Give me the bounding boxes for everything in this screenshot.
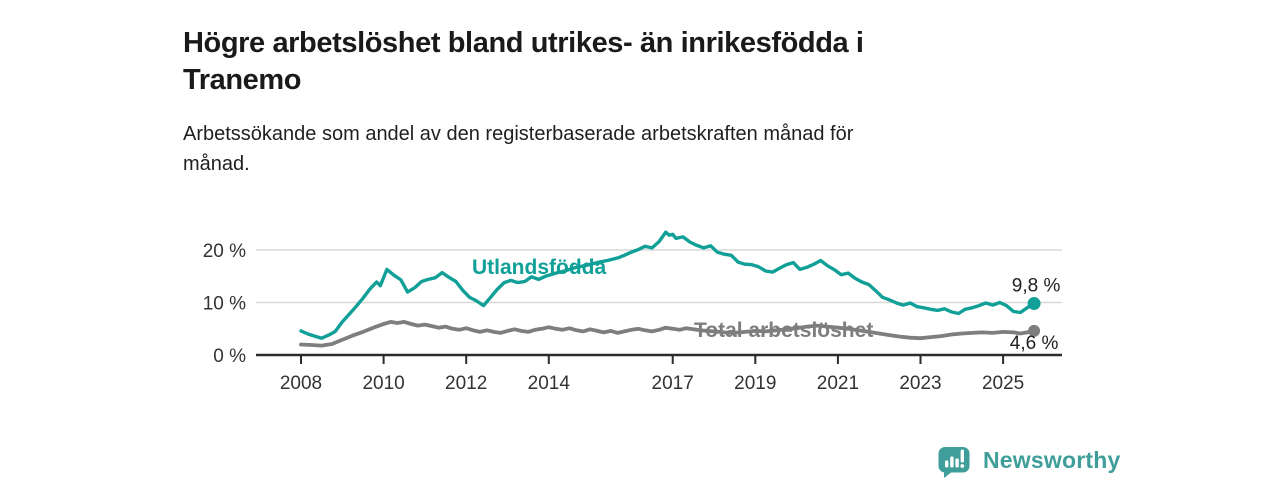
x-tick-label: 2023: [899, 373, 941, 394]
x-tick-label: 2014: [528, 373, 571, 394]
newsworthy-wordmark: Newsworthy: [983, 446, 1121, 473]
page-title: Högre arbetslöshet bland utrikes- än inr…: [183, 25, 1083, 99]
y-tick-label: 0 %: [213, 346, 246, 367]
subtitle-line-1: Arbetssökande som andel av den registerb…: [183, 123, 854, 145]
series-label-total: Total arbetslöshet: [694, 319, 873, 342]
x-tick-label: 2025: [982, 373, 1024, 394]
end-dot-utlandsfodda: [1027, 297, 1041, 311]
x-tick-label: 2017: [652, 373, 694, 394]
title-line-2: Tranemo: [183, 64, 302, 97]
x-tick-label: 2010: [362, 373, 404, 394]
speech-bubble-icon: [938, 447, 970, 478]
title-line-1: Högre arbetslöshet bland utrikes- än inr…: [183, 27, 864, 60]
x-tick-label: 2021: [817, 373, 859, 394]
y-tick-label: 20 %: [203, 241, 246, 262]
end-value-label-total: 4,6 %: [1010, 333, 1059, 354]
subtitle-line-2: månad.: [183, 153, 250, 175]
series-label-utlandsfodda: Utlandsfödda: [472, 256, 606, 279]
x-tick-label: 2008: [280, 373, 322, 394]
exclamation-bar: [960, 449, 964, 463]
end-dot-total: [1028, 324, 1041, 337]
newsworthy-brand: Newsworthy: [936, 443, 1121, 478]
x-tick-label: 2019: [734, 373, 776, 394]
bar-1: [945, 460, 949, 468]
exclamation-dot: [960, 464, 965, 468]
series-line-total: [299, 320, 1036, 348]
end-value-label-utlandsfodda: 9,8 %: [1012, 276, 1061, 297]
x-tick-label: 2012: [445, 373, 487, 394]
series-line-utlandsfodda: [299, 230, 1036, 340]
bar-2: [950, 456, 954, 468]
chart-subtitle: Arbetssökande som andel av den registerb…: [183, 119, 1083, 179]
y-tick-label: 10 %: [203, 294, 246, 315]
bar-3: [955, 458, 959, 468]
newsworthy-logo-icon: [938, 447, 970, 478]
